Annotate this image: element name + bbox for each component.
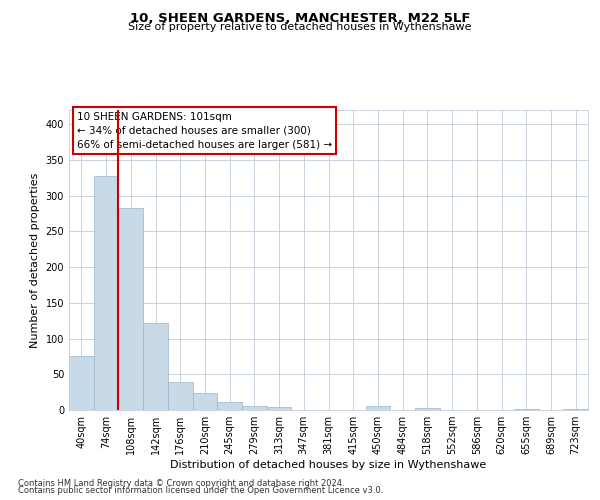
Bar [217,402,242,410]
Text: Contains HM Land Registry data © Crown copyright and database right 2024.: Contains HM Land Registry data © Crown c… [18,478,344,488]
Bar [415,408,440,410]
Bar [563,408,588,410]
Bar [69,356,94,410]
Bar [168,382,193,410]
Text: Contains public sector information licensed under the Open Government Licence v3: Contains public sector information licen… [18,486,383,495]
Bar [118,208,143,410]
Bar [143,323,168,410]
Bar [514,408,539,410]
Bar [193,393,217,410]
Bar [94,176,118,410]
Text: 10, SHEEN GARDENS, MANCHESTER, M22 5LF: 10, SHEEN GARDENS, MANCHESTER, M22 5LF [130,12,470,26]
Bar [365,406,390,410]
Bar [267,407,292,410]
Y-axis label: Number of detached properties: Number of detached properties [30,172,40,348]
Bar [242,406,267,410]
Text: 10 SHEEN GARDENS: 101sqm
← 34% of detached houses are smaller (300)
66% of semi-: 10 SHEEN GARDENS: 101sqm ← 34% of detach… [77,112,332,150]
Text: Size of property relative to detached houses in Wythenshawe: Size of property relative to detached ho… [128,22,472,32]
X-axis label: Distribution of detached houses by size in Wythenshawe: Distribution of detached houses by size … [170,460,487,470]
